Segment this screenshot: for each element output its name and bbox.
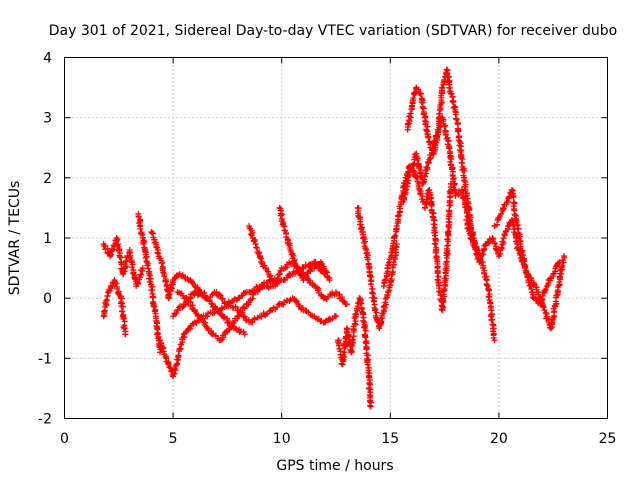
y-tick-label: 2 xyxy=(43,171,52,187)
y-tick-label: 1 xyxy=(43,231,52,247)
interpolated-marks xyxy=(361,322,372,371)
interpolated-marks xyxy=(555,255,567,295)
x-tick-label: 15 xyxy=(381,431,399,447)
interpolated-marks xyxy=(281,271,294,283)
interpolated-marks xyxy=(444,181,455,265)
interpolated-marks xyxy=(140,238,150,265)
interpolated-marks xyxy=(422,118,432,145)
interpolated-marks xyxy=(426,190,436,221)
data-point xyxy=(548,325,554,331)
interpolated-marks xyxy=(144,261,154,288)
x-tick-label: 0 xyxy=(60,431,69,447)
series-track-2 xyxy=(101,277,129,337)
interpolated-marks xyxy=(381,292,391,311)
interpolated-marks xyxy=(148,284,158,317)
interpolated-marks xyxy=(453,109,462,143)
interpolated-marks xyxy=(449,91,459,113)
interpolated-marks xyxy=(277,206,286,228)
axis-ticks: 0 5 10 15 20 25 -2 -1 0 1 2 3 4 xyxy=(38,51,616,448)
series-track-10 xyxy=(335,295,374,409)
interpolated-marks xyxy=(136,213,146,240)
chart-title: Day 301 of 2021, Sidereal Day-to-day VTE… xyxy=(49,23,617,39)
interpolated-marks xyxy=(302,308,315,319)
interpolated-marks xyxy=(377,309,387,328)
interpolated-marks xyxy=(431,217,442,282)
interpolated-marks xyxy=(171,334,187,377)
sdtvar-scatter-chart: Day 301 of 2021, Sidereal Day-to-day VTE… xyxy=(0,0,640,480)
y-tick-label: 3 xyxy=(43,111,52,127)
y-tick-label: -1 xyxy=(38,351,52,367)
data-point xyxy=(368,403,374,409)
interpolated-marks xyxy=(446,145,458,196)
interpolated-marks xyxy=(101,290,111,318)
interpolated-marks xyxy=(440,117,452,150)
interpolated-marks xyxy=(524,273,536,300)
interpolated-marks xyxy=(405,104,415,130)
interpolated-marks xyxy=(485,286,497,341)
y-axis-label: SDTVAR / TECUs xyxy=(7,181,23,296)
series-track-1 xyxy=(101,235,146,289)
interpolated-marks xyxy=(368,278,379,312)
x-tick-label: 10 xyxy=(273,431,291,447)
interpolated-marks xyxy=(394,199,404,226)
x-tick-label: 25 xyxy=(599,431,617,447)
interpolated-marks xyxy=(118,295,129,337)
x-axis-label: GPS time / hours xyxy=(276,458,393,474)
y-tick-label: 0 xyxy=(43,291,52,307)
x-tick-label: 20 xyxy=(490,431,508,447)
interpolated-marks xyxy=(360,229,369,252)
series-track-9 xyxy=(277,205,333,283)
interpolated-marks xyxy=(456,140,467,180)
interpolated-marks xyxy=(549,291,561,330)
interpolated-marks xyxy=(365,370,374,409)
interpolated-marks xyxy=(363,250,374,280)
interpolated-marks xyxy=(355,205,365,232)
x-tick-label: 5 xyxy=(169,431,178,447)
y-tick-label: -2 xyxy=(38,412,52,428)
y-tick-label: 4 xyxy=(43,51,52,67)
series-track-15 xyxy=(422,181,454,313)
